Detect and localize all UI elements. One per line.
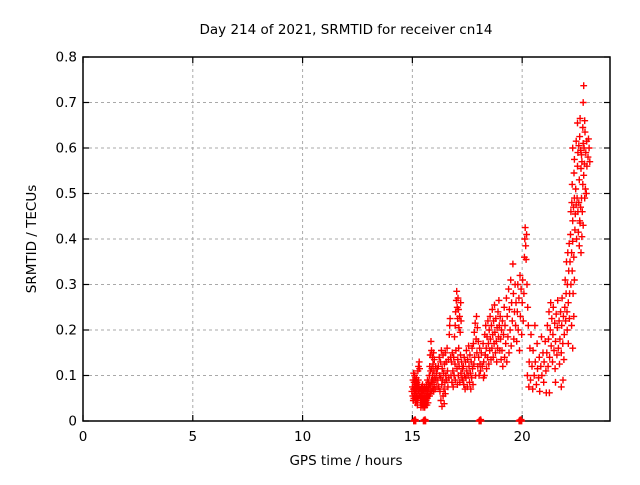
y-tick-label: 0.1 <box>56 368 77 384</box>
y-tick-label: 0.3 <box>56 277 77 293</box>
y-tick-label: 0 <box>68 414 77 430</box>
x-tick-label: 20 <box>514 429 531 445</box>
x-tick-label: 5 <box>188 429 197 445</box>
y-tick-label: 0.2 <box>56 323 77 339</box>
x-tick-label: 15 <box>404 429 421 445</box>
y-tick-label: 0.5 <box>56 186 77 202</box>
y-tick-label: 0.6 <box>56 141 77 157</box>
x-tick-label: 0 <box>79 429 88 445</box>
x-axis-label: GPS time / hours <box>289 453 402 469</box>
data-points <box>408 82 594 425</box>
chart-title: Day 214 of 2021, SRMTID for receiver cn1… <box>200 22 493 38</box>
y-tick-label: 0.8 <box>56 50 77 66</box>
y-axis-label: SRMTID / TECUs <box>24 185 40 293</box>
tick-labels: 0 5 10 15 20 0 0.1 0.2 0.3 0.4 0.5 0.6 0.7 0.8 <box>56 50 531 446</box>
scatter-series-SRMTID <box>408 82 594 425</box>
y-tick-label: 0.7 <box>56 95 77 111</box>
y-tick-label: 0.4 <box>56 232 77 248</box>
x-tick-label: 10 <box>294 429 311 445</box>
